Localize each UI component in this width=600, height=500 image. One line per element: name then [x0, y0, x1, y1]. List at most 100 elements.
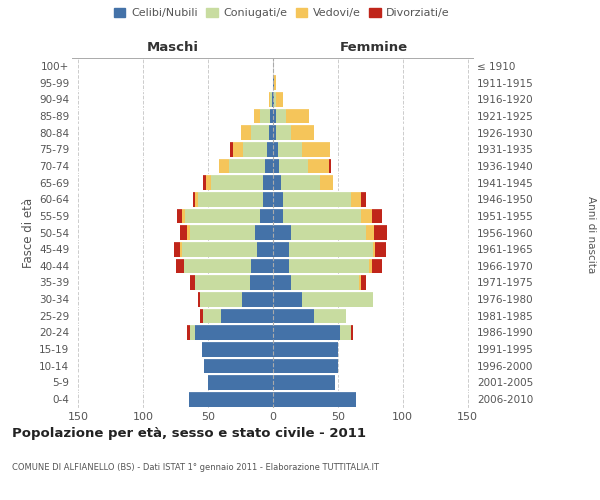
Bar	[204, 358, 273, 373]
Bar	[273, 208, 283, 223]
Bar	[179, 225, 187, 240]
Bar	[302, 292, 373, 306]
Bar	[202, 342, 273, 356]
Bar	[329, 158, 331, 173]
Bar	[280, 158, 308, 173]
Bar	[195, 192, 198, 206]
Bar	[182, 208, 185, 223]
Bar	[273, 108, 275, 123]
Bar	[359, 275, 361, 290]
Bar	[274, 75, 275, 90]
Bar	[242, 292, 273, 306]
Bar	[351, 325, 353, 340]
Y-axis label: Fasce di età: Fasce di età	[22, 198, 35, 268]
Bar	[281, 175, 320, 190]
Bar	[340, 325, 351, 340]
Bar	[187, 225, 190, 240]
Bar	[278, 142, 302, 156]
Bar	[361, 208, 371, 223]
Bar	[200, 292, 242, 306]
Bar	[203, 308, 221, 323]
Bar	[263, 192, 273, 206]
Bar	[265, 158, 273, 173]
Bar	[195, 325, 273, 340]
Bar	[273, 258, 289, 273]
Bar	[273, 92, 274, 106]
Bar	[283, 208, 361, 223]
Bar	[208, 375, 273, 390]
Bar	[255, 225, 273, 240]
Text: Anni di nascita: Anni di nascita	[586, 196, 596, 274]
Bar	[273, 192, 283, 206]
Bar	[373, 242, 376, 256]
Bar	[273, 175, 281, 190]
Bar	[371, 208, 382, 223]
Bar	[273, 275, 291, 290]
Bar	[263, 175, 273, 190]
Bar	[211, 175, 263, 190]
Bar	[273, 242, 289, 256]
Bar	[200, 308, 203, 323]
Bar	[193, 192, 195, 206]
Bar	[273, 292, 302, 306]
Bar	[273, 75, 274, 90]
Bar	[243, 142, 266, 156]
Bar	[291, 275, 359, 290]
Bar	[275, 125, 291, 140]
Bar	[175, 242, 179, 256]
Bar	[273, 342, 338, 356]
Bar	[369, 258, 371, 273]
Text: Popolazione per età, sesso e stato civile - 2011: Popolazione per età, sesso e stato civil…	[12, 428, 366, 440]
Bar	[250, 275, 273, 290]
Bar	[241, 125, 251, 140]
Bar	[251, 258, 273, 273]
Bar	[273, 325, 340, 340]
Bar	[260, 208, 273, 223]
Bar	[269, 92, 271, 106]
Bar	[177, 208, 182, 223]
Bar	[229, 158, 265, 173]
Bar	[266, 142, 273, 156]
Text: COMUNE DI ALFIANELLO (BS) - Dati ISTAT 1° gennaio 2011 - Elaborazione TUTTITALIA: COMUNE DI ALFIANELLO (BS) - Dati ISTAT 1…	[12, 462, 379, 471]
Bar	[190, 325, 195, 340]
Bar	[206, 175, 211, 190]
Bar	[190, 225, 255, 240]
Bar	[275, 92, 283, 106]
Bar	[367, 225, 374, 240]
Bar	[376, 242, 386, 256]
Bar	[361, 275, 367, 290]
Bar	[254, 108, 260, 123]
Bar	[273, 392, 356, 406]
Bar	[374, 225, 387, 240]
Bar	[185, 208, 260, 223]
Bar	[283, 192, 351, 206]
Bar	[289, 242, 373, 256]
Bar	[221, 308, 273, 323]
Bar	[198, 192, 263, 206]
Bar	[314, 308, 346, 323]
Bar	[275, 108, 286, 123]
Bar	[291, 225, 367, 240]
Bar	[320, 175, 332, 190]
Bar	[198, 292, 200, 306]
Bar	[286, 108, 310, 123]
Bar	[273, 225, 291, 240]
Bar	[272, 92, 273, 106]
Bar	[273, 375, 335, 390]
Text: Femmine: Femmine	[340, 41, 407, 54]
Bar	[182, 242, 257, 256]
Bar	[302, 142, 330, 156]
Bar	[271, 108, 273, 123]
Bar	[308, 158, 329, 173]
Bar	[289, 258, 369, 273]
Bar	[233, 142, 243, 156]
Bar	[187, 325, 190, 340]
Bar	[230, 142, 233, 156]
Bar	[273, 142, 278, 156]
Bar	[271, 92, 272, 106]
Bar	[260, 108, 271, 123]
Bar	[351, 192, 361, 206]
Bar	[195, 275, 250, 290]
Bar	[273, 125, 275, 140]
Bar	[274, 92, 275, 106]
